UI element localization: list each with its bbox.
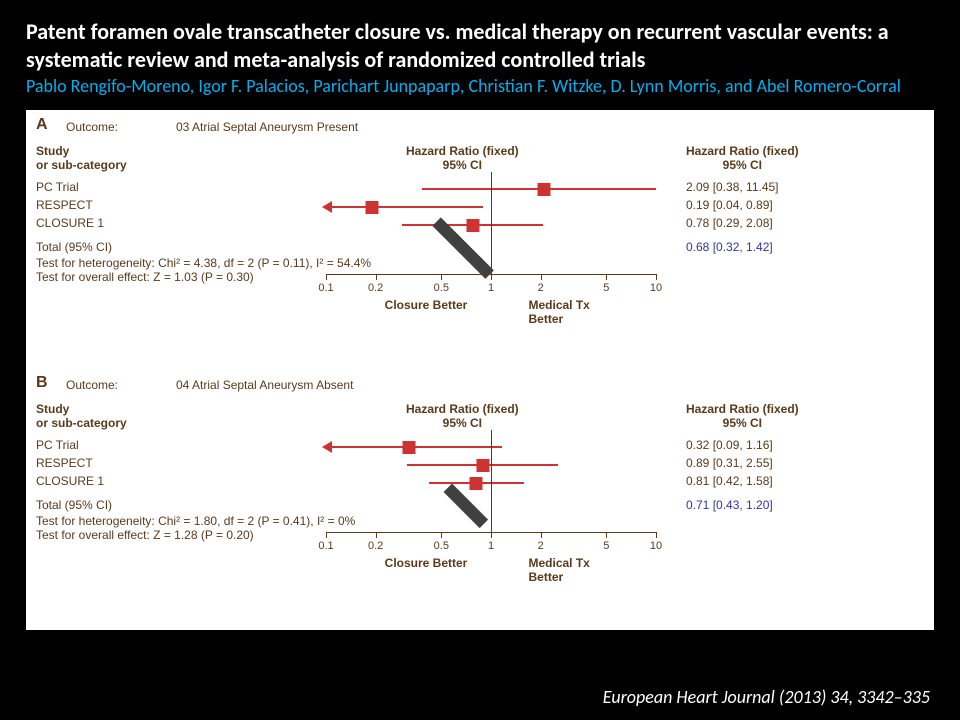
total-lab-b: Total (95% CI) [36, 498, 112, 512]
col1-b: Study or sub-category [36, 402, 127, 430]
panel-b: B Outcome: 04 Atrial Septal Aneurysm Abs… [26, 372, 934, 622]
total-hr-b: 0.71 [0.43, 1.20] [686, 498, 773, 512]
col3-b: Hazard Ratio (fixed) 95% CI [686, 402, 799, 430]
col2-b: Hazard Ratio (fixed) 95% CI [406, 402, 519, 430]
total-hr-a: 0.68 [0.32, 1.42] [686, 240, 773, 254]
het-b: Test for heterogeneity: Chi² = 1.80, df … [36, 514, 355, 528]
authors: Pablo Rengifo-Moreno, Igor F. Palacios, … [0, 75, 960, 106]
slide-title: Patent foramen ovale transcatheter closu… [0, 0, 960, 75]
eff-a: Test for overall effect: Z = 1.03 (P = 0… [36, 270, 254, 284]
hr-a-1: 0.19 [0.04, 0.89] [686, 198, 773, 212]
eff-b: Test for overall effect: Z = 1.28 (P = 0… [36, 528, 254, 542]
outcome-label-b: Outcome: [66, 378, 118, 392]
study-a-2: CLOSURE 1 [36, 216, 104, 230]
hr-a-2: 0.78 [0.29, 2.08] [686, 216, 773, 230]
total-lab-a: Total (95% CI) [36, 240, 112, 254]
panel-a: A Outcome: 03 Atrial Septal Aneurysm Pre… [26, 114, 934, 364]
col1-a: Study or sub-category [36, 144, 127, 172]
outcome-a: 03 Atrial Septal Aneurysm Present [176, 120, 358, 134]
study-b-2: CLOSURE 1 [36, 474, 104, 488]
panel-b-letter: B [36, 374, 48, 392]
study-b-1: RESPECT [36, 456, 93, 470]
citation: European Heart Journal (2013) 34, 3342–3… [603, 686, 930, 708]
study-a-1: RESPECT [36, 198, 93, 212]
axis-a: 0.10.20.512510Closure BetterMedical Tx B… [326, 274, 656, 314]
study-b-0: PC Trial [36, 438, 79, 452]
col3-a: Hazard Ratio (fixed) 95% CI [686, 144, 799, 172]
het-a: Test for heterogeneity: Chi² = 4.38, df … [36, 256, 371, 270]
panel-a-letter: A [36, 116, 48, 134]
hr-a-0: 2.09 [0.38, 11.45] [686, 180, 779, 194]
forest-plot-figure: A Outcome: 03 Atrial Septal Aneurysm Pre… [26, 110, 934, 630]
axis-b: 0.10.20.512510Closure BetterMedical Tx B… [326, 532, 656, 572]
outcome-label-a: Outcome: [66, 120, 118, 134]
study-a-0: PC Trial [36, 180, 79, 194]
outcome-b: 04 Atrial Septal Aneurysm Absent [176, 378, 353, 392]
col2-a: Hazard Ratio (fixed) 95% CI [406, 144, 519, 172]
hr-b-0: 0.32 [0.09, 1.16] [686, 438, 773, 452]
hr-b-1: 0.89 [0.31, 2.55] [686, 456, 773, 470]
hr-b-2: 0.81 [0.42, 1.58] [686, 474, 773, 488]
